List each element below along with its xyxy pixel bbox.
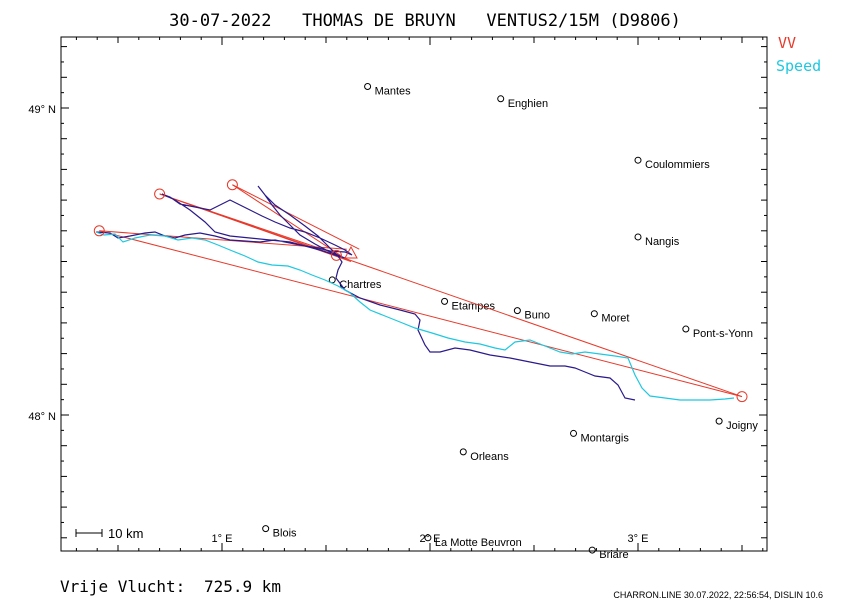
town-label: Pont-s-Yonn — [693, 328, 753, 340]
town-label: Montargis — [581, 432, 630, 444]
town-label: Buno — [524, 310, 550, 322]
town-label: Joigny — [726, 420, 758, 432]
lon-label-0: 1° E — [212, 533, 233, 545]
town-dot-icon — [513, 307, 521, 315]
turnpoint-circle-icon — [93, 225, 105, 237]
town-dot-icon — [682, 325, 690, 333]
task-leg — [159, 193, 743, 398]
town-dot-icon — [424, 534, 432, 542]
town-label: Chartres — [339, 279, 382, 291]
town-markers: Mantes Enghien Coulommiers Nangis Chartres Et… — [262, 83, 758, 561]
town-dot-icon — [715, 417, 723, 425]
legend-vv: VV — [778, 34, 796, 52]
distance-value: 725.9 km — [204, 577, 281, 596]
town-label: Mantes — [375, 86, 412, 98]
town-label: Nangis — [645, 236, 680, 248]
town-label: Blois — [273, 528, 297, 540]
lon-label-1: 2° E — [420, 533, 441, 545]
axis-labels: 49° N 48° N 1° E 2° E 3° E — [28, 104, 648, 545]
town-dot-icon — [634, 156, 642, 164]
town-dot-icon — [570, 429, 578, 437]
turnpoint-circle-icon — [330, 249, 342, 261]
plot-frame — [60, 36, 768, 552]
task-leg — [232, 184, 360, 250]
town-dot-icon — [588, 546, 596, 554]
axis-ticks — [61, 37, 767, 551]
turnpoint-circle-icon — [154, 188, 166, 200]
speed-trace — [95, 231, 735, 401]
town-dot-icon — [634, 233, 642, 241]
distance-label: Vrije Vlucht: — [60, 577, 185, 596]
task-leg — [232, 184, 341, 256]
turnpoint-circle-icon — [736, 391, 748, 403]
task-lines — [99, 184, 743, 398]
town-label: Orleans — [470, 451, 509, 463]
legend-speed: Speed — [776, 57, 821, 75]
town-dot-icon — [441, 297, 449, 305]
town-label: Moret — [601, 313, 629, 325]
town-label: Enghien — [508, 98, 548, 110]
lon-label-2: 3° E — [628, 533, 649, 545]
scale-bar: 10 km — [75, 526, 143, 541]
town-label: Coulommiers — [645, 159, 710, 171]
town-label: La Motte Beuvron — [435, 537, 522, 549]
town-dot-icon — [262, 525, 270, 533]
footer-info: CHARRON.LINE 30.07.2022, 22:56:54, DISLI… — [613, 590, 823, 600]
town-dot-icon — [459, 448, 467, 456]
scale-bar-label: 10 km — [108, 526, 143, 541]
turnpoint-circle-icon — [226, 179, 238, 191]
town-dot-icon — [590, 310, 598, 318]
map-title: 30-07-2022 THOMAS DE BRUYN VENTUS2/15M (… — [169, 11, 681, 31]
town-dot-icon — [497, 95, 505, 103]
task-leg — [99, 230, 743, 398]
lat-label-0: 49° N — [28, 104, 56, 116]
town-label: Etampes — [452, 300, 496, 312]
town-dot-icon — [364, 83, 372, 91]
town-label: Briare — [599, 549, 628, 561]
turnpoint-markers — [93, 179, 748, 403]
lat-label-1: 48° N — [28, 411, 56, 423]
flight-track — [95, 185, 636, 401]
start-triangle-icon — [344, 245, 358, 259]
